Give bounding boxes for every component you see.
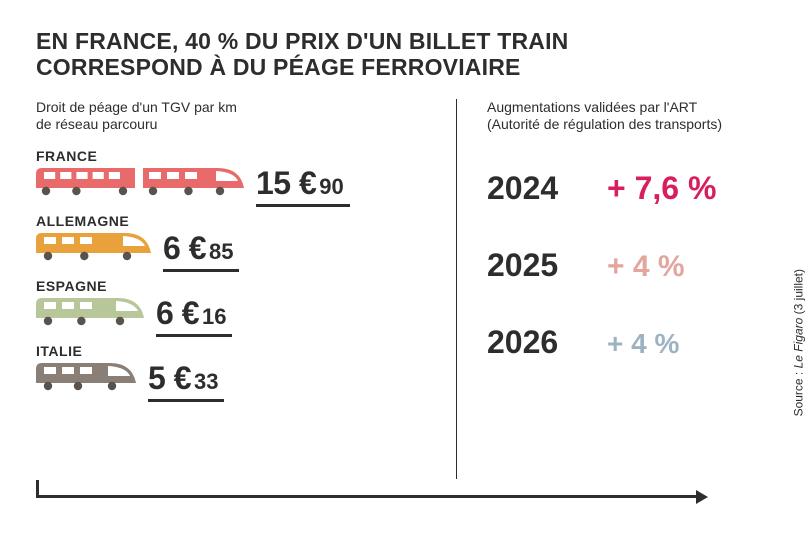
price: 5 € 33 — [148, 360, 224, 402]
increase-value: + 4 % — [607, 250, 685, 284]
price-int: 5 € — [148, 360, 191, 397]
country-name: FRANCE — [36, 148, 432, 164]
increase-year: 2024 — [487, 170, 607, 207]
price-int: 6 € — [156, 295, 199, 332]
left-subhead: Droit de péage d'un TGV par km de réseau… — [36, 99, 432, 134]
country-block: ALLEMAGNE 6 € 85 — [36, 213, 432, 272]
headline: EN FRANCE, 40 % DU PRIX D'UN BILLET TRAI… — [36, 28, 772, 81]
increase-year: 2026 — [487, 324, 607, 361]
country-block: FRANCE 15 € 90 — [36, 148, 432, 207]
train-icon — [36, 231, 151, 270]
train-icon — [36, 166, 244, 205]
left-column: Droit de péage d'un TGV par km de réseau… — [36, 99, 456, 479]
price: 15 € 90 — [256, 165, 350, 207]
headline-line1: EN FRANCE, 40 % DU PRIX D'UN BILLET TRAI… — [36, 28, 568, 54]
right-subhead: Augmentations validées par l'ART (Autori… — [487, 99, 766, 134]
country-block: ITALIE 5 € 33 — [36, 343, 432, 402]
country-name: ITALIE — [36, 343, 432, 359]
train-icon — [36, 296, 144, 335]
country-name: ESPAGNE — [36, 278, 432, 294]
price-dec: 33 — [194, 369, 218, 395]
right-column: Augmentations validées par l'ART (Autori… — [456, 99, 766, 479]
country-name: ALLEMAGNE — [36, 213, 432, 229]
increase-year: 2025 — [487, 247, 607, 284]
train-icon — [36, 361, 136, 400]
source-credit: Source : Le Figaro (3 juillet) — [791, 269, 805, 416]
country-block: ESPAGNE 6 € 16 — [36, 278, 432, 337]
increase-row: 2026 + 4 % — [487, 324, 766, 361]
price: 6 € 16 — [156, 295, 232, 337]
price-dec: 90 — [319, 174, 343, 200]
increase-row: 2024 + 7,6 % — [487, 170, 766, 207]
headline-line2: CORRESPOND À DU PÉAGE FERROVIAIRE — [36, 54, 521, 80]
price-int: 6 € — [163, 230, 206, 267]
price-dec: 85 — [209, 239, 233, 265]
price-int: 15 € — [256, 165, 316, 202]
increase-value: + 4 % — [607, 328, 679, 360]
increase-value: + 7,6 % — [607, 170, 716, 207]
axis-frame — [36, 480, 696, 498]
price-dec: 16 — [202, 304, 226, 330]
price: 6 € 85 — [163, 230, 239, 272]
increase-row: 2025 + 4 % — [487, 247, 766, 284]
